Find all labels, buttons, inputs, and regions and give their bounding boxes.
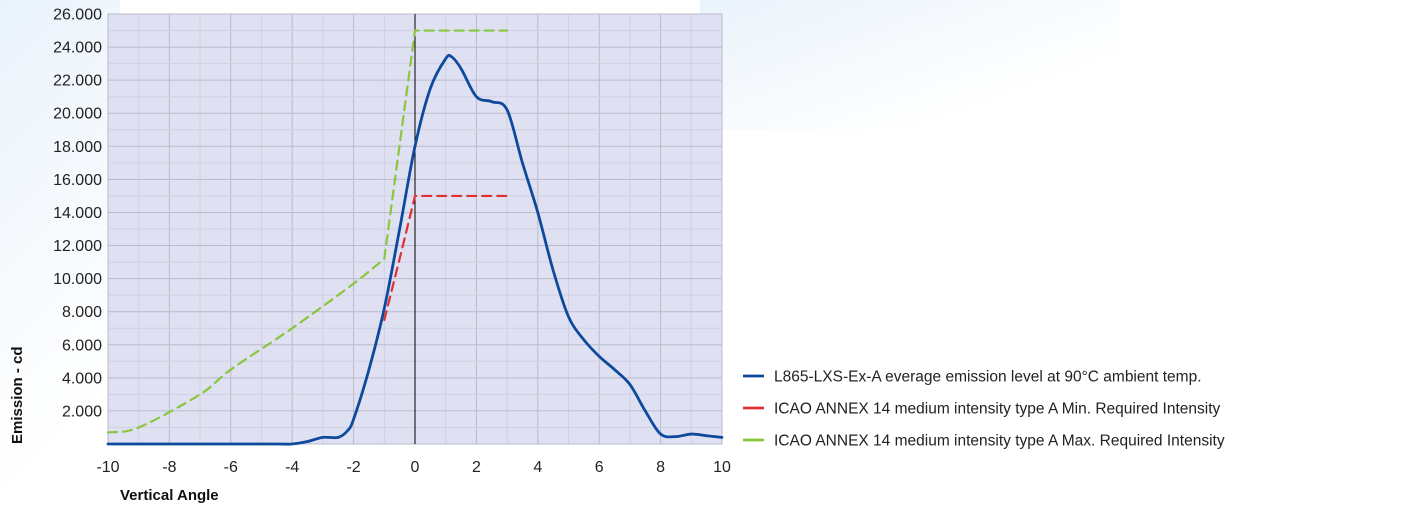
y-tick-label: 26.000 (53, 7, 102, 24)
y-tick-label: 10.000 (53, 271, 102, 288)
y-tick-label: 16.000 (53, 172, 102, 189)
x-tick-label: 10 (713, 459, 731, 476)
y-tick-label: 20.000 (53, 106, 102, 123)
y-tick-label: 24.000 (53, 40, 102, 57)
y-tick-label: 4.000 (62, 370, 102, 387)
x-tick-label: 4 (533, 459, 542, 476)
x-tick-label: 8 (656, 459, 665, 476)
y-tick-label: 8.000 (62, 304, 102, 321)
x-tick-label: 2 (472, 459, 481, 476)
x-tick-label: -8 (162, 459, 176, 476)
legend: L865-LXS-Ex-A everage emission level at … (743, 369, 1225, 450)
x-tick-label: -4 (285, 459, 299, 476)
legend-label: ICAO ANNEX 14 medium intensity type A Ma… (774, 433, 1225, 450)
y-tick-label: 18.000 (53, 139, 102, 156)
x-tick-label: 6 (595, 459, 604, 476)
legend-label: ICAO ANNEX 14 medium intensity type A Mi… (774, 401, 1221, 418)
y-tick-label: 22.000 (53, 73, 102, 90)
x-tick-label: -10 (96, 459, 119, 476)
y-tick-label: 12.000 (53, 238, 102, 255)
x-tick-label: -2 (346, 459, 360, 476)
y-axis-ticks: 2.000 4.000 6.000 8.000 10.000 12.000 14.000 16… (53, 7, 102, 421)
series-lines (106, 29, 724, 446)
background-shape-left (0, 0, 120, 511)
y-tick-label: 14.000 (53, 205, 102, 222)
background-shape-right (700, 0, 1120, 130)
x-tick-label: 0 (411, 459, 420, 476)
legend-label: L865-LXS-Ex-A everage emission level at … (774, 369, 1202, 386)
x-tick-label: -6 (224, 459, 238, 476)
series-line-1 (106, 53, 724, 446)
x-axis-ticks: -10 -8 -6 -4 -2 0 2 4 6 8 10 (96, 459, 731, 476)
y-tick-label: 2.000 (62, 403, 102, 420)
x-axis-title: Vertical Angle (120, 487, 219, 504)
series-line-3 (106, 29, 509, 434)
y-axis-title: Emission - cd (9, 346, 26, 444)
series-line-2 (383, 194, 509, 322)
y-tick-label: 6.000 (62, 337, 102, 354)
